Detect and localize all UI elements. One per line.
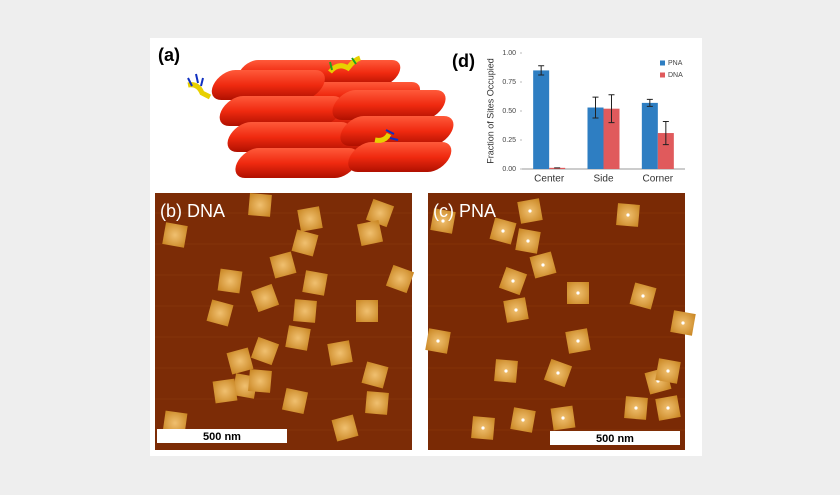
origami-tile <box>361 361 389 389</box>
panel-label: (b) DNA <box>160 201 225 221</box>
scale-bar-label: 500 nm <box>203 431 241 443</box>
tile-dot <box>556 371 560 375</box>
legend-label: DNA <box>668 72 683 79</box>
tile-dot <box>521 418 525 422</box>
bar <box>549 167 566 169</box>
origami-render <box>187 55 454 178</box>
error-bar <box>592 96 599 119</box>
origami-tile <box>331 414 359 442</box>
tile-dot <box>666 406 670 410</box>
origami-tile <box>365 391 389 415</box>
error-bar <box>662 120 669 146</box>
y-tick-label: 0.25 <box>502 137 516 144</box>
y-tick-label: 0.75 <box>502 79 516 86</box>
legend-swatch <box>660 72 665 78</box>
origami-tile <box>206 299 234 327</box>
scale-bar <box>157 429 287 443</box>
origami-tile <box>385 264 415 294</box>
origami-tile <box>248 369 272 393</box>
tile-dot <box>526 239 530 243</box>
tile-dot <box>501 229 505 233</box>
origami-tile <box>248 193 272 217</box>
bar <box>641 102 658 169</box>
x-tick-label: Side <box>593 174 613 185</box>
tile-dot <box>436 339 440 343</box>
origami-tile <box>226 347 254 375</box>
origami-tile <box>250 336 280 366</box>
origami-tile <box>281 387 309 415</box>
tile-dot <box>541 263 545 267</box>
legend-swatch <box>660 60 665 66</box>
scale-bar <box>550 431 680 445</box>
panel-label: (c) PNA <box>433 201 496 221</box>
tile-dot <box>528 209 532 213</box>
error-bar <box>608 94 615 124</box>
tile-dot <box>576 339 580 343</box>
origami-tile <box>250 283 280 313</box>
origami-tile <box>365 198 395 228</box>
origami-tile <box>356 219 384 247</box>
tile-dot <box>666 369 670 373</box>
bar-chart: 0.00 0.25 0.50 0.75 1.00 Center Side Corner PNA D… <box>502 50 683 185</box>
origami-tile <box>297 206 323 232</box>
error-bar <box>538 65 545 76</box>
tile-dot <box>514 308 518 312</box>
legend-label: PNA <box>668 60 683 67</box>
scale-bar-label: 500 nm <box>596 433 634 445</box>
origami-tile <box>162 222 188 248</box>
tile-dot <box>626 213 630 217</box>
tile-dot <box>511 279 515 283</box>
bar <box>603 108 620 169</box>
error-bar <box>646 98 653 107</box>
tile-dot <box>561 416 565 420</box>
y-axis-label: Fraction of Sites Occupied <box>485 58 495 164</box>
y-tick-label: 0.00 <box>502 166 516 173</box>
origami-tile <box>269 251 297 279</box>
bar <box>587 107 604 169</box>
tile-dot <box>681 321 685 325</box>
x-tick-label: Corner <box>643 174 674 185</box>
tile-dot <box>576 291 580 295</box>
tile-dot <box>441 219 445 223</box>
origami-tile <box>212 378 238 404</box>
panel-label: (a) <box>158 45 180 65</box>
tile-dot <box>641 294 645 298</box>
x-tick-label: Center <box>534 174 565 185</box>
y-tick-label: 1.00 <box>502 50 516 57</box>
tile-dot <box>634 406 638 410</box>
origami-tile <box>327 340 353 366</box>
afm-tiles <box>425 198 696 440</box>
origami-tile <box>293 299 317 323</box>
panel-label: (d) <box>452 51 475 71</box>
bar <box>533 70 550 169</box>
origami-tile <box>285 325 311 351</box>
origami-tile <box>217 268 243 294</box>
tile-dot <box>481 426 485 430</box>
origami-tile <box>302 270 328 296</box>
y-tick-label: 0.50 <box>502 108 516 115</box>
origami-tile <box>356 300 378 322</box>
origami-tile <box>291 229 319 257</box>
bar <box>657 133 674 169</box>
tile-dot <box>504 369 508 373</box>
